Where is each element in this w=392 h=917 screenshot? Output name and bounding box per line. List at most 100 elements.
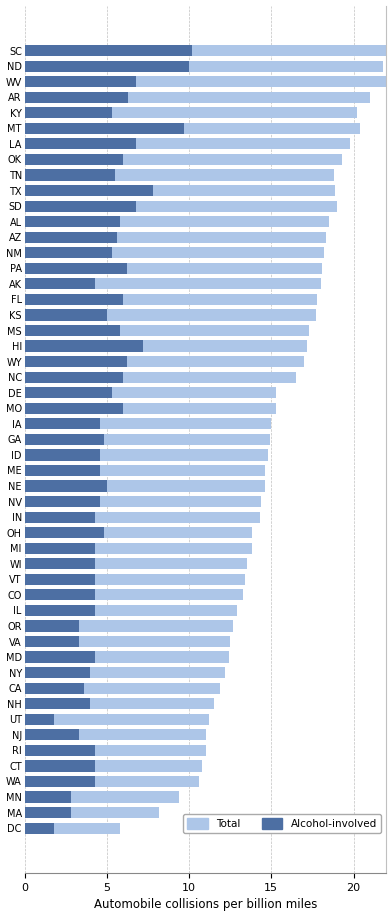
Bar bbox=[25, 713, 209, 724]
Bar bbox=[25, 729, 79, 740]
Bar bbox=[25, 512, 260, 523]
Bar bbox=[25, 293, 123, 305]
Bar bbox=[25, 823, 120, 834]
Bar bbox=[25, 293, 318, 305]
Bar bbox=[25, 61, 189, 72]
Bar bbox=[25, 574, 245, 585]
Bar bbox=[25, 309, 107, 321]
Bar bbox=[25, 558, 247, 569]
Bar bbox=[25, 760, 95, 771]
Bar bbox=[25, 170, 115, 181]
Bar bbox=[25, 605, 95, 616]
Bar bbox=[25, 371, 296, 382]
Bar bbox=[25, 558, 95, 569]
Bar bbox=[25, 590, 95, 601]
Bar bbox=[25, 512, 95, 523]
Bar bbox=[25, 201, 136, 212]
Bar bbox=[25, 434, 270, 445]
Bar bbox=[25, 481, 265, 492]
Bar bbox=[25, 92, 128, 103]
Bar bbox=[25, 123, 184, 134]
Bar bbox=[25, 807, 71, 818]
X-axis label: Automobile collisions per billion miles: Automobile collisions per billion miles bbox=[94, 899, 317, 911]
Bar bbox=[25, 605, 237, 616]
Bar bbox=[25, 403, 276, 414]
Bar bbox=[25, 635, 230, 647]
Bar bbox=[25, 527, 103, 538]
Bar bbox=[25, 309, 316, 321]
Legend: Total, Alcohol-involved: Total, Alcohol-involved bbox=[183, 814, 381, 834]
Bar bbox=[25, 496, 100, 507]
Bar bbox=[25, 371, 123, 382]
Bar bbox=[25, 745, 95, 756]
Bar bbox=[25, 667, 225, 679]
Bar bbox=[25, 248, 324, 259]
Bar bbox=[25, 278, 321, 290]
Bar bbox=[25, 496, 261, 507]
Bar bbox=[25, 107, 112, 118]
Bar bbox=[25, 713, 54, 724]
Bar bbox=[25, 682, 84, 694]
Bar bbox=[25, 45, 192, 56]
Bar bbox=[25, 76, 390, 87]
Bar bbox=[25, 449, 268, 460]
Bar bbox=[25, 682, 220, 694]
Bar bbox=[25, 262, 322, 274]
Bar bbox=[25, 216, 329, 227]
Bar bbox=[25, 791, 179, 802]
Bar bbox=[25, 138, 350, 149]
Bar bbox=[25, 138, 136, 149]
Bar bbox=[25, 418, 271, 429]
Bar bbox=[25, 185, 153, 196]
Bar bbox=[25, 356, 127, 367]
Bar bbox=[25, 590, 243, 601]
Bar bbox=[25, 776, 199, 787]
Bar bbox=[25, 61, 383, 72]
Bar bbox=[25, 635, 79, 647]
Bar bbox=[25, 325, 309, 337]
Bar bbox=[25, 356, 304, 367]
Bar bbox=[25, 340, 143, 351]
Bar bbox=[25, 248, 112, 259]
Bar bbox=[25, 698, 214, 710]
Bar bbox=[25, 201, 337, 212]
Bar bbox=[25, 698, 91, 710]
Bar bbox=[25, 232, 326, 243]
Bar bbox=[25, 92, 370, 103]
Bar bbox=[25, 667, 91, 679]
Bar bbox=[25, 325, 120, 337]
Bar bbox=[25, 651, 95, 663]
Bar bbox=[25, 418, 100, 429]
Bar bbox=[25, 465, 100, 476]
Bar bbox=[25, 262, 127, 274]
Bar bbox=[25, 76, 136, 87]
Bar bbox=[25, 387, 276, 398]
Bar bbox=[25, 543, 95, 554]
Bar bbox=[25, 760, 202, 771]
Bar bbox=[25, 185, 336, 196]
Bar bbox=[25, 387, 112, 398]
Bar bbox=[25, 527, 252, 538]
Bar bbox=[25, 465, 265, 476]
Bar bbox=[25, 154, 123, 165]
Bar bbox=[25, 574, 95, 585]
Bar bbox=[25, 154, 342, 165]
Bar bbox=[25, 403, 123, 414]
Bar bbox=[25, 107, 357, 118]
Bar bbox=[25, 449, 100, 460]
Bar bbox=[25, 823, 54, 834]
Bar bbox=[25, 776, 95, 787]
Bar bbox=[25, 621, 79, 632]
Bar bbox=[25, 651, 229, 663]
Bar bbox=[25, 729, 205, 740]
Bar bbox=[25, 745, 205, 756]
Bar bbox=[25, 621, 234, 632]
Bar bbox=[25, 232, 117, 243]
Bar bbox=[25, 340, 307, 351]
Bar bbox=[25, 170, 334, 181]
Bar bbox=[25, 543, 252, 554]
Bar bbox=[25, 434, 103, 445]
Bar bbox=[25, 278, 95, 290]
Bar bbox=[25, 807, 160, 818]
Bar bbox=[25, 123, 360, 134]
